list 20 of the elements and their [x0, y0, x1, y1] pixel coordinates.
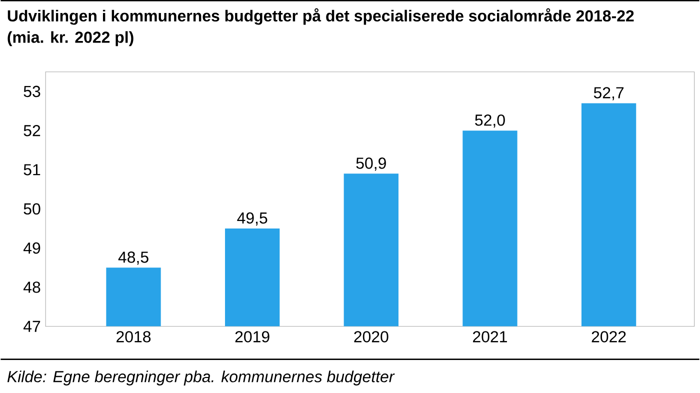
text: Kilde: Egne beregninger pba. kommunernes budgetter [7, 370, 395, 386]
x-tick-label: 2019 [235, 330, 270, 342]
chart-subtitle: (mia. kr. 2022 pl) [8, 31, 134, 46]
x-tick-label: 2021 [473, 330, 507, 342]
data-label: 48,5 [118, 251, 148, 265]
y-tick-label: 51 [24, 164, 40, 176]
data-label: 52,7 [594, 86, 624, 100]
x-tick-label: 2022 [592, 330, 626, 342]
y-tick-label: 47 [24, 320, 40, 332]
x-tick-label: 2020 [354, 330, 388, 342]
y-tick-label: 53 [24, 86, 40, 97]
data-label: 52,0 [475, 114, 505, 128]
y-tick-label: 49 [24, 242, 40, 254]
chart-title: Udviklingen i kommunernes budgetter på det specialiserede socialområde 2018-22 [8, 8, 634, 25]
y-tick-label: 52 [24, 124, 40, 136]
x-tick-label: 2018 [116, 330, 151, 342]
y-tick-label: 50 [24, 203, 40, 214]
y-tick-label: 48 [24, 281, 40, 293]
data-label: 49,5 [237, 212, 268, 226]
data-label: 50,9 [356, 157, 386, 171]
